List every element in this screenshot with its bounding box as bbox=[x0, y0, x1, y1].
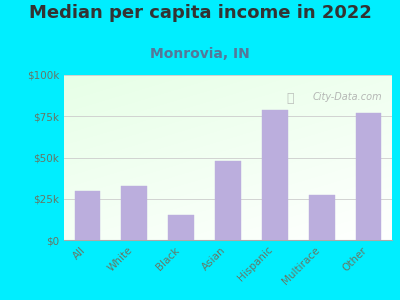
Bar bbox=[74, 190, 100, 240]
Text: City-Data.com: City-Data.com bbox=[312, 92, 382, 101]
Text: Monrovia, IN: Monrovia, IN bbox=[150, 46, 250, 61]
Bar bbox=[168, 215, 194, 240]
Bar bbox=[262, 110, 288, 240]
Bar bbox=[309, 196, 334, 240]
Bar bbox=[122, 185, 147, 240]
Text: Median per capita income in 2022: Median per capita income in 2022 bbox=[28, 4, 372, 22]
Bar bbox=[215, 161, 241, 240]
Bar bbox=[356, 113, 382, 240]
Text: ⦿: ⦿ bbox=[286, 92, 294, 104]
